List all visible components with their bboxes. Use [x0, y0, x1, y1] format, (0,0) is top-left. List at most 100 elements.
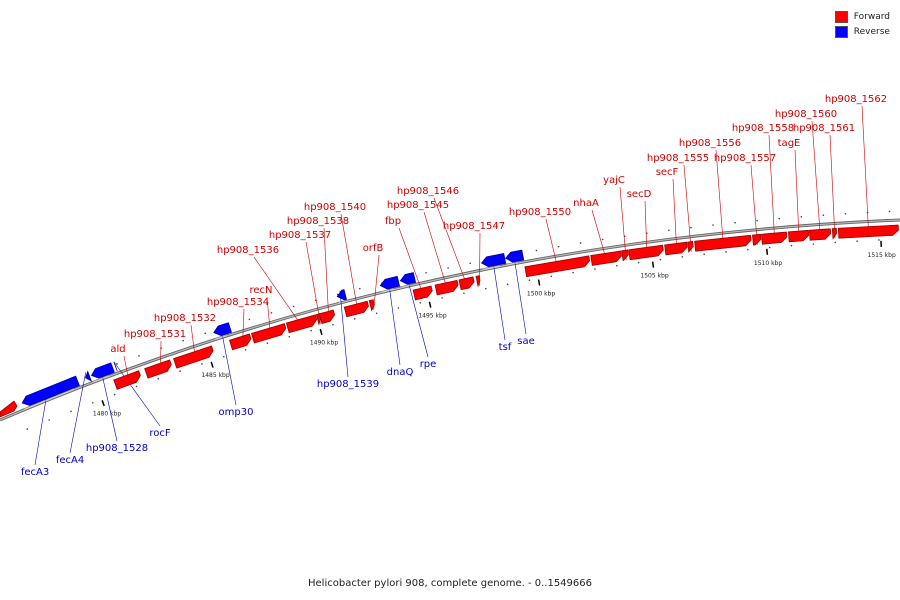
reverse-gene-feca4[interactable] — [84, 370, 93, 384]
gene-label-hp908-1545[interactable]: hp908_1545 — [387, 200, 449, 211]
forward-gene-hp908-1534[interactable] — [229, 333, 252, 352]
gene-label-hp908-1540[interactable]: hp908_1540 — [304, 202, 366, 213]
gene-arrow — [318, 309, 336, 324]
gene-label-hp908-1560[interactable]: hp908_1560 — [775, 109, 837, 120]
reverse-gene-hp908-1528[interactable] — [90, 362, 115, 383]
gene-arrow — [687, 241, 694, 254]
reverse-gene-feca3[interactable] — [21, 375, 80, 410]
scale-minor-dot — [463, 292, 465, 294]
forward-gene-tage[interactable] — [787, 229, 810, 244]
gene-label-orfb[interactable]: orfB — [363, 243, 384, 254]
gene-label-hp908-1528[interactable]: hp908_1528 — [86, 443, 148, 454]
forward-gene-hp908-1555[interactable] — [687, 241, 694, 254]
forward-gene-hp908-1532[interactable] — [173, 345, 214, 371]
leader-omp30 — [220, 325, 237, 406]
scale-tick-mark — [766, 248, 769, 255]
scale-minor-dot — [659, 258, 662, 261]
gene-label-secd[interactable]: secD — [627, 189, 652, 200]
forward-gene-hp908-1547[interactable] — [475, 275, 481, 288]
forward-gene-yajc[interactable] — [621, 249, 629, 263]
gene-label-hp908-1550[interactable]: hp908_1550 — [509, 207, 571, 218]
gene-label-hp908-1557[interactable]: hp908_1557 — [714, 153, 776, 164]
scale-minor-dot — [116, 363, 118, 365]
forward-gene-hp908-1562[interactable] — [837, 224, 899, 241]
forward-gene-nhaa[interactable] — [590, 250, 622, 268]
gene-label-fbp[interactable]: fbp — [385, 216, 401, 227]
gene-arrow — [694, 234, 752, 252]
forward-gene-secd[interactable] — [628, 244, 664, 262]
gene-label-feca3[interactable]: fecA3 — [21, 467, 49, 478]
forward-gene-hp908-1536[interactable] — [285, 314, 318, 335]
forward-gene-ald[interactable] — [113, 370, 141, 392]
gene-label-yajc[interactable]: yajC — [603, 175, 625, 186]
forward-gene-hp908-1546[interactable] — [458, 276, 475, 292]
leader-rocf — [113, 361, 161, 427]
reverse-gene-omp30[interactable] — [213, 322, 232, 340]
gene-label-hp908-1555[interactable]: hp908_1555 — [647, 153, 709, 164]
gene-label-hp908-1538[interactable]: hp908_1538 — [287, 216, 349, 227]
forward-gene-secf[interactable] — [664, 241, 688, 257]
scale-minor-dot — [332, 323, 334, 326]
gene-label-hp908-1536[interactable]: hp908_1536 — [217, 245, 279, 256]
forward-gene-hp908-1561[interactable] — [831, 227, 838, 240]
scale-minor-dot — [856, 240, 858, 242]
forward-gene-hp908-1538[interactable] — [318, 309, 336, 326]
gene-label-recn[interactable]: recN — [249, 285, 272, 296]
reverse-gene-rpe[interactable] — [399, 272, 417, 288]
gene-arrow — [752, 233, 762, 246]
forward-gene-hp908-1550[interactable] — [524, 255, 591, 279]
scale-minor-dot — [204, 332, 207, 335]
gene-highlight — [810, 240, 826, 243]
gene-label-hp908-1556[interactable]: hp908_1556 — [679, 138, 741, 149]
gene-label-omp30[interactable]: omp30 — [219, 407, 254, 418]
leader-hp908-1562 — [861, 105, 870, 237]
leader-hp908-1555 — [683, 164, 692, 252]
leader-hp908-1561 — [829, 134, 836, 239]
gene-label-ald[interactable]: ald — [110, 344, 125, 355]
reverse-gene-dnaq[interactable] — [379, 275, 401, 293]
gene-label-hp908-1562[interactable]: hp908_1562 — [825, 94, 887, 105]
forward-gene-hp908-1545[interactable] — [434, 279, 459, 297]
forward-gene-hp908-1540[interactable] — [343, 300, 369, 319]
gene-highlight — [506, 261, 518, 266]
gene-label-rpe[interactable]: rpe — [420, 359, 437, 370]
gene-label-tsf[interactable]: tsf — [499, 342, 512, 353]
reverse-gene-hp908-1539[interactable] — [336, 289, 348, 304]
gene-label-hp908-1534[interactable]: hp908_1534 — [207, 297, 269, 308]
forward-gene-hp908-1558[interactable] — [761, 231, 788, 247]
scale-minor-dot — [768, 246, 771, 249]
scale-tick-mark — [101, 400, 105, 407]
forward-gene-hp908-1531[interactable] — [144, 359, 172, 381]
gene-highlight — [288, 327, 313, 335]
scale-minor-dot — [266, 342, 269, 345]
gene-label-tage[interactable]: tagE — [778, 138, 801, 149]
gene-label-sae[interactable]: sae — [517, 336, 535, 347]
reverse-gene-rocf[interactable] — [113, 361, 118, 373]
forward-gene-fbp[interactable] — [412, 285, 433, 302]
gene-label-rocf[interactable]: rocF — [149, 428, 171, 439]
gene-label-hp908-1532[interactable]: hp908_1532 — [154, 313, 216, 324]
gene-label-nhaa[interactable]: nhaA — [573, 198, 599, 209]
gene-label-secf[interactable]: secF — [656, 167, 679, 178]
gene-label-hp908-1531[interactable]: hp908_1531 — [124, 329, 186, 340]
gene-label-dnaq[interactable]: dnaQ — [387, 367, 414, 378]
gene-label-hp908-1558[interactable]: hp908_1558 — [732, 123, 794, 134]
reverse-gene-sae[interactable] — [505, 249, 525, 266]
gene-label-hp908-1537[interactable]: hp908_1537 — [269, 230, 331, 241]
gene-label-hp908-1539[interactable]: hp908_1539 — [317, 379, 379, 390]
forward-gene-recn[interactable] — [250, 323, 287, 346]
forward-gene-orfb[interactable] — [368, 299, 375, 312]
gene-label-hp908-1561[interactable]: hp908_1561 — [793, 123, 855, 134]
forward-gene-hp908-1556[interactable] — [694, 234, 752, 254]
forward-gene-fragment[interactable] — [0, 400, 18, 418]
gene-arrow — [475, 275, 481, 288]
gene-label-feca4[interactable]: fecA4 — [56, 455, 84, 466]
gene-label-hp908-1547[interactable]: hp908_1547 — [443, 221, 505, 232]
forward-gene-hp908-1557[interactable] — [752, 233, 762, 248]
leader-tage — [794, 149, 800, 242]
reverse-gene-tsf[interactable] — [480, 253, 507, 270]
scale-minor-dot — [778, 217, 781, 220]
gene-label-hp908-1546[interactable]: hp908_1546 — [397, 186, 459, 197]
scale-minor-dot — [535, 249, 538, 252]
forward-gene-hp908-1560[interactable] — [808, 228, 832, 243]
